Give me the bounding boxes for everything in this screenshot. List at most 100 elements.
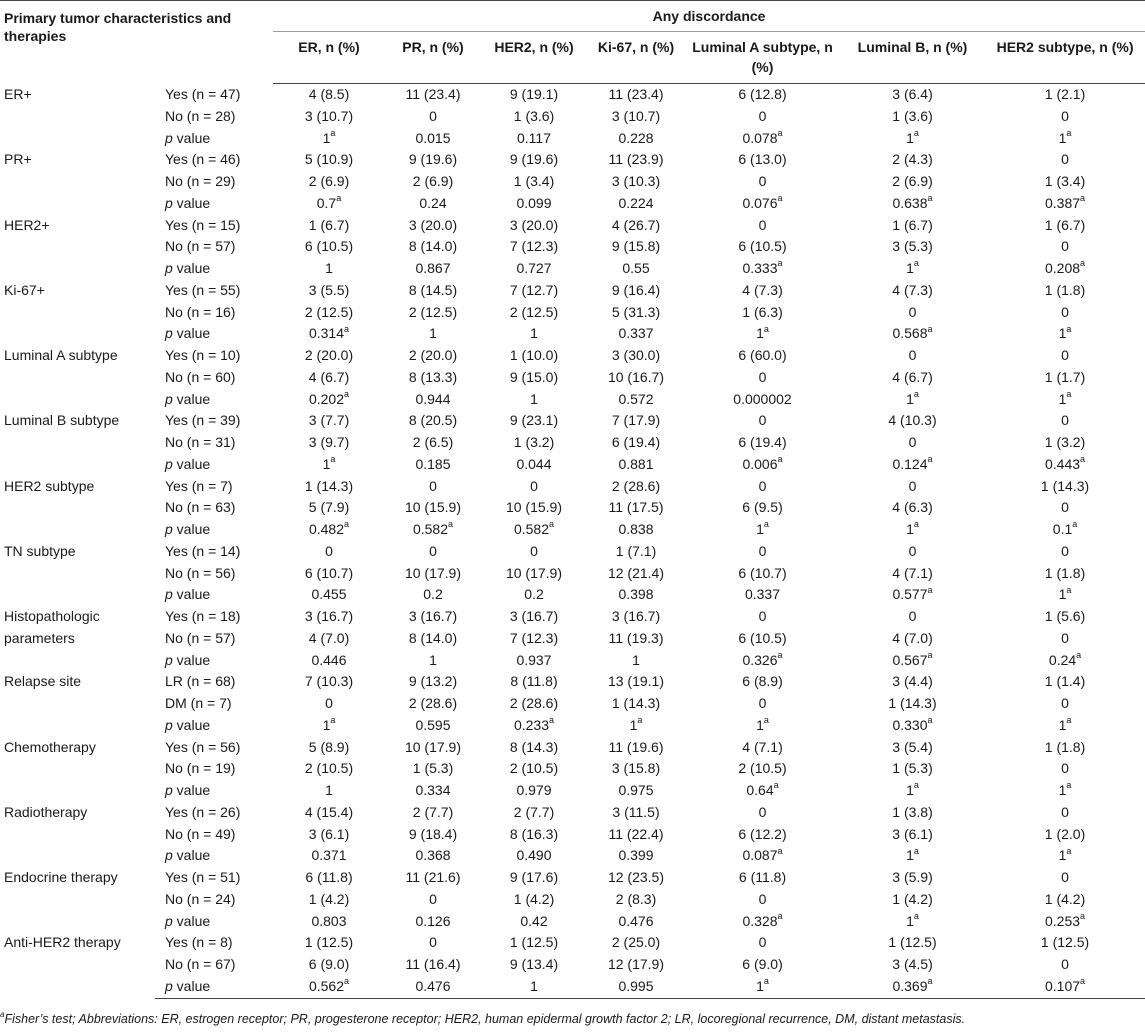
cell-value: 0.326 <box>742 651 778 668</box>
value-cell: 2 (28.6) <box>481 693 587 715</box>
value-cell: 2 (25.0) <box>587 932 685 954</box>
value-cell: 1 (3.8) <box>840 802 985 824</box>
cell-value: 1 <box>906 129 914 146</box>
value-cell: 13 (19.1) <box>587 671 685 693</box>
value-cell: 10 (15.9) <box>385 497 481 519</box>
cell-value: 2 (7.7) <box>513 803 555 820</box>
row-level-label: Yes (n = 8) <box>165 934 233 951</box>
cell-value: 6 (19.4) <box>611 434 661 450</box>
row-level-label: p value <box>165 325 211 342</box>
value-cell: 0 <box>985 802 1145 824</box>
value-cell: 1 (5.3) <box>385 758 481 780</box>
table-row: No (n = 57) 4 (7.0) 8 (14.0) 7 (12.3) 11 (19… <box>0 628 1145 650</box>
value-cell: 0.727 <box>481 258 587 280</box>
discordance-table: Primary tumor characteristics and therap… <box>0 0 1145 999</box>
cell-value: 0.369 <box>892 977 928 994</box>
cell-value: 0 <box>758 477 767 494</box>
column-header: PR, n (%) <box>385 31 481 84</box>
row-level-label: No (n = 29) <box>165 173 236 189</box>
table-row: p value 1a 0.185 0.044 0.881 0.006a 0.124a 0.44… <box>0 454 1145 476</box>
cell-value: 5 (8.9) <box>308 738 350 755</box>
value-cell: 0.2 <box>481 584 587 606</box>
row-level-label: p value <box>165 521 211 537</box>
value-cell: 3 (4.4) <box>840 671 985 693</box>
fisher-test-marker: a <box>773 780 779 791</box>
value-cell: 1 (3.2) <box>985 432 1145 454</box>
value-cell: 3 (11.5) <box>587 802 685 824</box>
value-cell: 11 (23.9) <box>587 149 685 171</box>
cell-value: 2 (25.0) <box>611 934 661 951</box>
cell-value: 2 (20.0) <box>408 347 458 363</box>
cell-value: 2 (12.5) <box>304 303 354 320</box>
cell-value: 1 <box>756 325 764 342</box>
value-cell: 0.117 <box>481 128 587 150</box>
value-cell: 0 <box>385 476 481 498</box>
cell-value: 0.455 <box>311 586 347 603</box>
cell-value: 0 <box>325 542 333 559</box>
row-group-label: Relapse site <box>4 673 82 690</box>
table-row: p value 0.202a 0.944 1 0.572 0.000002 1a 1a <box>0 389 1145 411</box>
value-cell: 6 (11.8) <box>685 867 840 889</box>
fisher-test-marker: a <box>913 388 919 399</box>
value-cell: 4 (7.3) <box>685 280 840 302</box>
fisher-test-marker: a <box>1066 584 1072 595</box>
cell-value: 0.185 <box>415 455 451 472</box>
cell-value: 1 (3.6) <box>513 107 555 124</box>
value-cell: 1 (12.5) <box>985 932 1145 954</box>
cell-value: 3 (30.0) <box>611 347 661 363</box>
table-row: HER2 subtype Yes (n = 7) 1 (14.3) 0 0 2 (28.6… <box>0 476 1145 498</box>
fisher-test-marker: a <box>344 323 350 334</box>
value-cell: 12 (17.9) <box>587 954 685 976</box>
value-cell: 0 <box>985 236 1145 258</box>
value-cell: 9 (19.1) <box>481 84 587 106</box>
cell-value: 0.2 <box>423 586 443 603</box>
cell-value: 4 (7.0) <box>892 629 933 646</box>
value-cell: 1 (6.7) <box>840 215 985 237</box>
value-cell: 1 (14.3) <box>840 693 985 715</box>
cell-value: 4 (7.3) <box>892 281 933 298</box>
cell-value: 2 (4.3) <box>892 151 933 168</box>
value-cell: 0.577a <box>840 584 985 606</box>
cell-value: 0.582 <box>412 521 449 537</box>
cell-value: 1 <box>530 390 538 407</box>
value-cell: 1a <box>273 128 385 150</box>
cell-value: 0.314 <box>308 325 345 342</box>
cell-value: 0.567 <box>892 651 928 668</box>
cell-value: 2 (28.6) <box>509 695 559 711</box>
cell-value: 0.64 <box>746 782 774 798</box>
cell-value: 0 <box>908 542 917 559</box>
cell-value: 7 (12.7) <box>509 281 559 298</box>
fisher-test-marker: a <box>913 910 919 921</box>
fisher-test-marker: a <box>927 323 933 334</box>
value-cell: 0.803 <box>273 911 385 933</box>
value-cell: 4 (8.5) <box>273 84 385 106</box>
cell-value: 8 (13.3) <box>408 368 458 385</box>
row-level-label: p value <box>165 586 211 603</box>
cell-value: 4 (10.3) <box>888 412 937 429</box>
value-cell: 2 (7.7) <box>481 802 587 824</box>
cell-value: 9 (18.4) <box>408 825 458 842</box>
cell-value: 2 (7.7) <box>412 803 454 820</box>
value-cell: 4 (7.1) <box>685 737 840 759</box>
cell-value: 1 <box>906 912 914 929</box>
table-row: DM (n = 7) 0 2 (28.6) 2 (28.6) 1 (14.3) 0 1 (1… <box>0 693 1145 715</box>
row-level-label: No (n = 60) <box>165 368 236 385</box>
table-row: p value 0.482a 0.582a 0.582a 0.838 1a 1a 0.1a <box>0 519 1145 541</box>
value-cell: 3 (4.5) <box>840 954 985 976</box>
value-cell: 6 (12.2) <box>685 824 840 846</box>
row-level-label: p value <box>165 651 211 668</box>
value-cell: 0 <box>685 802 840 824</box>
cell-value: 6 (12.8) <box>738 86 787 102</box>
value-cell: 0.078a <box>685 128 840 150</box>
cell-value: 0.572 <box>618 390 654 407</box>
value-cell: 0.582a <box>481 519 587 541</box>
cell-value: 3 (20.0) <box>408 216 458 233</box>
row-level-label: No (n = 31) <box>165 434 236 450</box>
value-cell: 0 <box>481 541 587 563</box>
value-cell: 3 (15.8) <box>587 758 685 780</box>
cell-value: 0.253 <box>1045 912 1081 929</box>
fisher-test-marker: a <box>777 454 783 465</box>
value-cell: 0 <box>985 758 1145 780</box>
value-cell: 7 (12.7) <box>481 280 587 302</box>
cell-value: 0.333 <box>742 260 778 276</box>
